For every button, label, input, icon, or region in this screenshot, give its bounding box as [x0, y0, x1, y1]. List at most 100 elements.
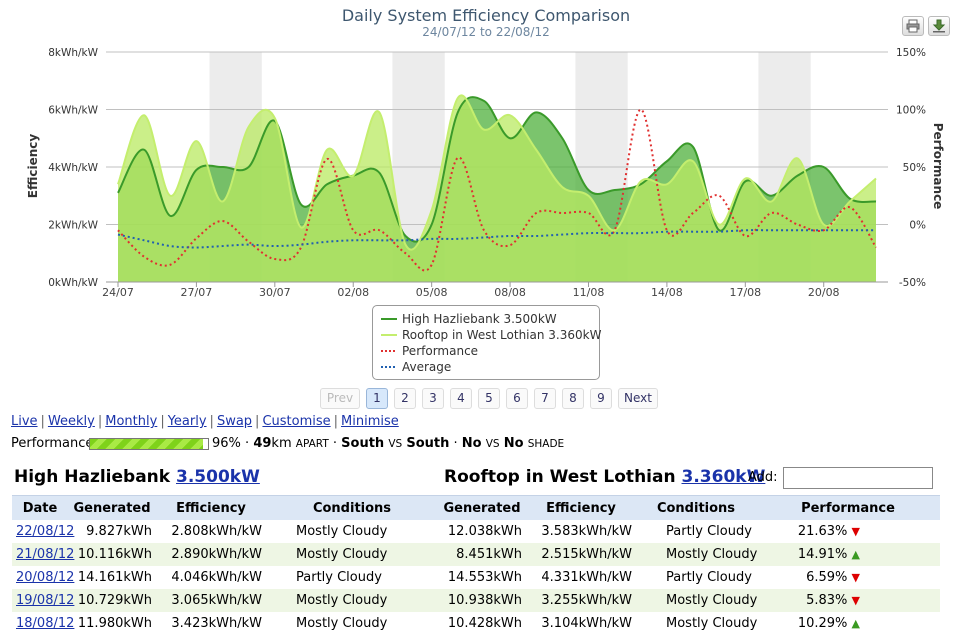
y2-axis-label: Performance — [931, 123, 945, 210]
trend-down-icon: ▼ — [851, 594, 860, 607]
export-button[interactable] — [928, 16, 950, 36]
x-tick-label: 20/08 — [808, 286, 840, 299]
print-button[interactable] — [902, 16, 924, 36]
efficiency-chart: Daily System Efficiency Comparison 24/07… — [26, 6, 945, 299]
col-generated-2: Generated — [438, 495, 526, 520]
shade-1: No — [461, 436, 482, 451]
generated-2: 8.451kWh — [438, 543, 526, 566]
performance-value: 21.63% — [797, 524, 848, 539]
efficiency-2: 3.104kWh/kW — [541, 616, 632, 631]
legend-swatch — [381, 318, 397, 320]
system-1-size-link[interactable]: 3.500kW — [176, 467, 260, 487]
performance-label: Performance — [11, 436, 94, 451]
page-5-button[interactable]: 5 — [478, 388, 500, 409]
page-2-button[interactable]: 2 — [394, 388, 416, 409]
add-label: Add: — [748, 470, 778, 485]
table-row: 20/08/12 14.161kWh 4.046kWh/kW Partly Cl… — [12, 566, 940, 589]
link-monthly[interactable]: Monthly — [105, 414, 158, 429]
series-area-1 — [118, 95, 876, 282]
generated-2: 10.938kWh — [438, 589, 526, 612]
date-link[interactable]: 19/08/12 — [16, 593, 75, 608]
y2-tick-label: 100% — [896, 105, 926, 117]
chart-legend: High Hazliebank 3.500kW Rooftop in West … — [372, 305, 601, 380]
trend-up-icon: ▲ — [851, 548, 860, 561]
efficiency-2: 2.515kWh/kW — [526, 543, 636, 566]
date-link[interactable]: 18/08/12 — [16, 616, 75, 631]
conditions-2: Mostly Cloudy — [636, 589, 757, 612]
performance-value: 14.91% — [797, 547, 848, 562]
download-icon — [932, 19, 946, 33]
chart-title: Daily System Efficiency Comparison — [342, 6, 630, 25]
col-date: Date — [12, 495, 68, 520]
x-tick-label: 17/08 — [729, 286, 761, 299]
date-link[interactable]: 20/08/12 — [16, 570, 75, 585]
generated-1: 10.729kWh — [68, 589, 156, 612]
x-tick-label: 24/07 — [102, 286, 134, 299]
chart-subtitle: 24/07/12 to 22/08/12 — [422, 25, 549, 39]
x-tick-label: 11/08 — [573, 286, 605, 299]
col-generated-1: Generated — [68, 495, 156, 520]
page-3-button[interactable]: 3 — [422, 388, 444, 409]
shade-2: No — [503, 436, 524, 451]
y-tick-label: 6kWh/kW — [48, 105, 98, 117]
date-link[interactable]: 22/08/12 — [16, 524, 75, 539]
page-9-button[interactable]: 9 — [590, 388, 612, 409]
performance-value: 5.83% — [806, 593, 848, 608]
conditions-1: Mostly Cloudy — [296, 616, 388, 631]
table-row: 21/08/12 10.116kWh 2.890kWh/kW Mostly Cl… — [12, 543, 940, 566]
conditions-2: Partly Cloudy — [666, 524, 752, 539]
y-tick-label: 4kWh/kW — [48, 162, 98, 174]
add-system-input[interactable] — [783, 467, 933, 489]
col-conditions-2: Conditions — [636, 495, 756, 520]
link-live[interactable]: Live — [11, 414, 38, 429]
printer-icon — [906, 19, 920, 33]
conditions-2: Partly Cloudy — [666, 570, 752, 585]
x-tick-label: 14/08 — [651, 286, 683, 299]
generated-1: 11.980kWh — [77, 616, 152, 631]
trend-up-icon: ▲ — [851, 617, 860, 630]
page-4-button[interactable]: 4 — [450, 388, 472, 409]
efficiency-2: 3.583kWh/kW — [541, 524, 632, 539]
link-swap[interactable]: Swap — [216, 414, 253, 429]
efficiency-1: 3.065kWh/kW — [156, 589, 266, 612]
link-weekly[interactable]: Weekly — [47, 414, 95, 429]
x-tick-label: 08/08 — [494, 286, 526, 299]
y2-tick-label: 0% — [909, 220, 926, 232]
legend-swatch — [381, 334, 397, 336]
orientation-1: South — [341, 436, 385, 451]
legend-swatch — [381, 366, 397, 368]
legend-swatch — [381, 350, 397, 352]
page-7-button[interactable]: 7 — [534, 388, 556, 409]
y-tick-label: 2kWh/kW — [48, 220, 98, 232]
conditions-1: Mostly Cloudy — [266, 589, 438, 612]
y2-tick-label: 50% — [903, 162, 926, 174]
system-2-size-link[interactable]: 3.360kW — [681, 467, 766, 487]
link-customise[interactable]: Customise — [262, 414, 331, 429]
orientation-2: South — [406, 436, 450, 451]
performance-line — [117, 108, 877, 272]
generated-1: 9.827kWh — [86, 524, 152, 539]
link-yearly[interactable]: Yearly — [167, 414, 207, 429]
efficiency-2: 3.255kWh/kW — [526, 589, 636, 612]
page-8-button[interactable]: 8 — [562, 388, 584, 409]
y-axis-label: Efficiency — [26, 134, 40, 199]
generated-2: 14.553kWh — [447, 570, 522, 585]
y-tick-label: 8kWh/kW — [48, 47, 98, 59]
conditions-1: Partly Cloudy — [296, 570, 382, 585]
view-links: Live | Weekly | Monthly | Yearly | Swap | Customis… — [11, 414, 399, 429]
page-6-button[interactable]: 6 — [506, 388, 528, 409]
col-efficiency-2: Efficiency — [526, 495, 636, 520]
efficiency-1: 4.046kWh/kW — [171, 570, 262, 585]
generated-1: 14.161kWh — [77, 570, 152, 585]
link-minimise[interactable]: Minimise — [341, 414, 399, 429]
next-button[interactable]: Next — [618, 388, 658, 409]
x-tick-label: 30/07 — [259, 286, 291, 299]
date-link[interactable]: 21/08/12 — [16, 547, 75, 562]
page-1-button[interactable]: 1 — [366, 388, 388, 409]
prev-button[interactable]: Prev — [320, 388, 360, 409]
x-tick-label: 05/08 — [416, 286, 448, 299]
conditions-2: Mostly Cloudy — [636, 543, 757, 566]
col-performance: Performance — [756, 495, 940, 520]
performance-percent: 96% — [212, 436, 241, 451]
performance-cell: 10.29% ▲ — [756, 612, 940, 635]
